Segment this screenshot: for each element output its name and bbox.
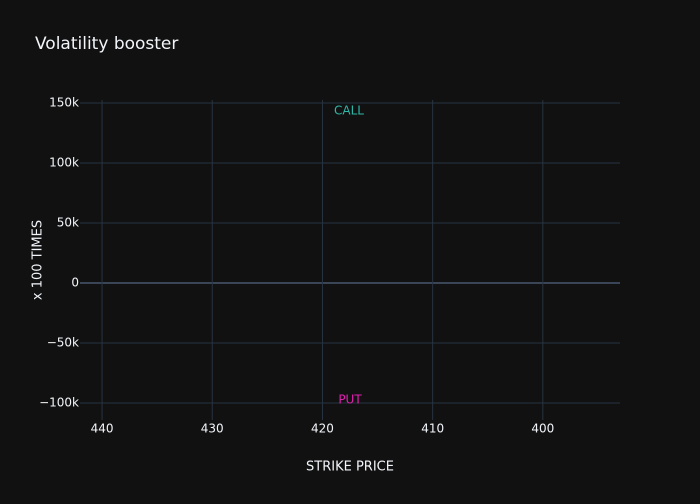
x-tick-label: 420 [311,422,334,436]
x-tick-label: 440 [91,422,114,436]
x-tick-label: 430 [201,422,224,436]
x-tick-label: 400 [531,422,554,436]
annotation: CALL [334,104,364,118]
y-tick-label: −100k [39,395,79,409]
y-tick-label: 0 [71,275,79,289]
y-tick-label: 100k [49,155,79,169]
x-axis-title: STRIKE PRICE [306,460,394,475]
x-tick-label: 410 [421,422,444,436]
annotation: PUT [338,393,362,407]
chart-title: Volatility booster [35,34,178,54]
y-axis-title: x 100 TIMES [31,220,46,300]
y-tick-label: 150k [49,95,79,109]
y-tick-label: −50k [47,335,79,349]
y-tick-label: 50k [57,215,79,229]
